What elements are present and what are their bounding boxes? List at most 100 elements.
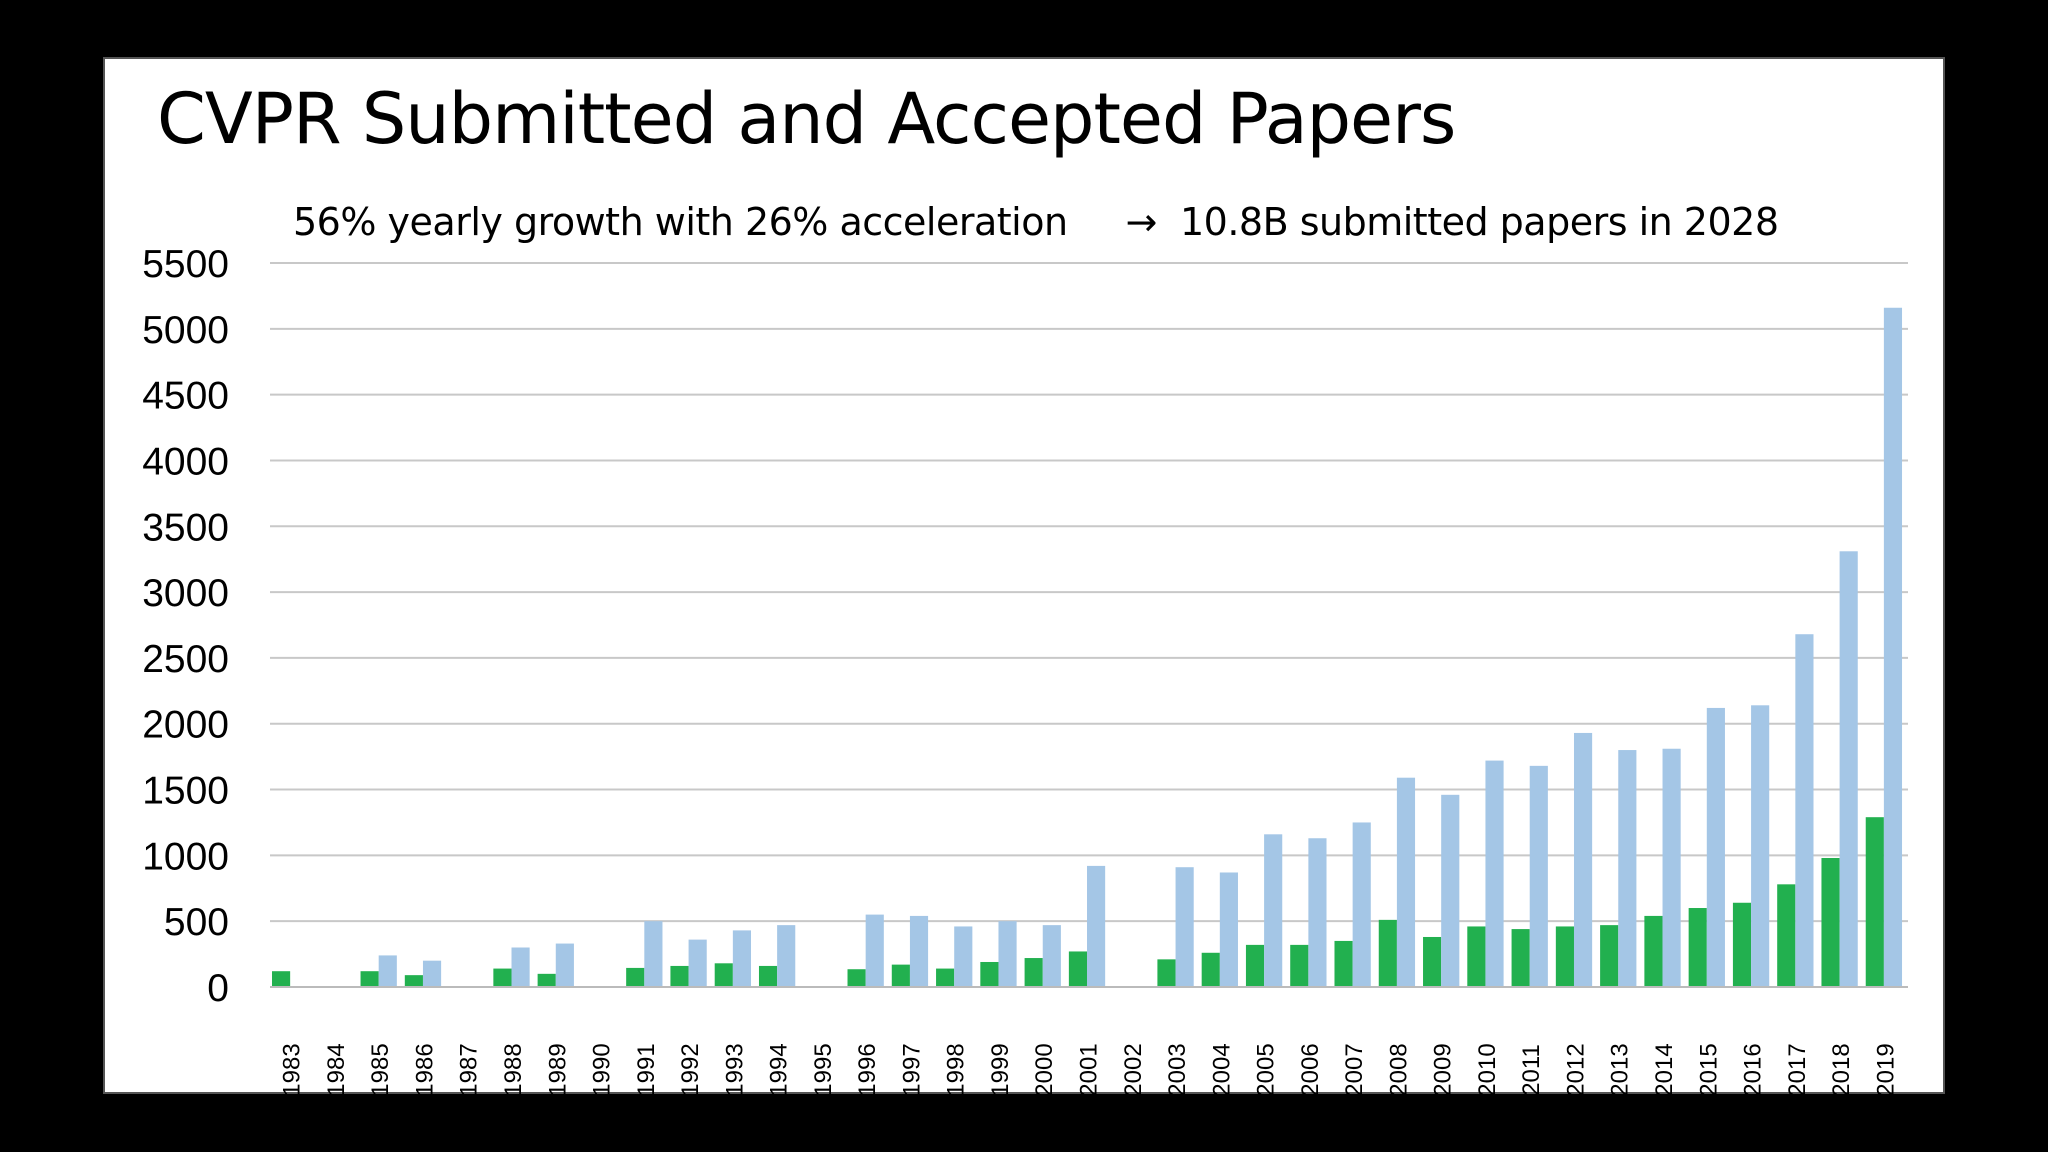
x-tick-label: 1998 — [943, 1043, 970, 1096]
x-tick-label: 2010 — [1474, 1043, 1501, 1096]
x-tick-label: 1985 — [367, 1043, 394, 1096]
accepted-bar — [714, 963, 733, 987]
x-tick-label: 1991 — [633, 1043, 660, 1096]
y-tick-label: 0 — [207, 967, 229, 1010]
accepted-bar — [1157, 959, 1176, 987]
submitted-bar — [732, 930, 752, 987]
x-tick-label: 2015 — [1695, 1043, 1722, 1096]
chart-title: CVPR Submitted and Accepted Papers — [157, 78, 1456, 160]
submitted-bar — [422, 960, 442, 987]
submitted-bar — [865, 914, 884, 987]
y-tick-label: 5000 — [142, 309, 229, 352]
x-tick-label: 2009 — [1430, 1043, 1457, 1096]
submitted-bar — [1662, 748, 1681, 987]
accepted-bar — [1068, 951, 1088, 987]
x-tick-label: 1988 — [500, 1043, 527, 1096]
accepted-bar — [1245, 944, 1265, 987]
accepted-bar — [1777, 884, 1796, 987]
accepted-bar — [1600, 925, 1619, 987]
x-tick-label: 2012 — [1562, 1043, 1589, 1096]
submitted-bar — [378, 955, 397, 987]
submitted-bar — [555, 943, 574, 987]
submitted-bar — [1751, 705, 1770, 987]
x-tick-label: 1996 — [854, 1043, 881, 1096]
y-tick-label: 4500 — [142, 375, 229, 418]
y-tick-label: 5500 — [142, 243, 229, 286]
x-tick-label: 2016 — [1740, 1043, 1767, 1096]
accepted-bar — [1290, 944, 1309, 987]
y-tick-label: 2500 — [142, 638, 229, 681]
submitted-bar — [1839, 551, 1858, 987]
submitted-bar — [777, 925, 796, 987]
accepted-bar — [1555, 926, 1574, 987]
y-axis-ticks: 0 500 1000 1500 2000 2500 3000 3500 4000 4500 5000… — [142, 243, 229, 1010]
y-tick-label: 2000 — [142, 704, 229, 747]
y-tick-label: 500 — [164, 901, 229, 944]
x-tick-label: 1995 — [810, 1043, 837, 1096]
submitted-bar — [909, 915, 929, 987]
submitted-bar — [1308, 838, 1327, 987]
accepted-bar — [670, 965, 689, 987]
accepted-bar — [493, 968, 512, 987]
x-tick-label: 2018 — [1828, 1043, 1855, 1096]
x-tick-label: 2017 — [1784, 1043, 1811, 1096]
accepted-bar — [1423, 936, 1442, 987]
submitted-bar — [1485, 760, 1504, 987]
submitted-bar — [1219, 872, 1238, 987]
accepted-bar — [758, 965, 778, 987]
accepted-bar — [272, 971, 291, 987]
x-tick-label: 2019 — [1872, 1043, 1899, 1096]
x-tick-label: 1983 — [279, 1043, 306, 1096]
gridlines — [270, 262, 1908, 923]
accepted-bar — [847, 969, 866, 987]
y-tick-label: 1000 — [142, 835, 229, 878]
x-tick-label: 2002 — [1120, 1043, 1147, 1096]
submitted-bar — [644, 921, 663, 987]
accepted-bar — [980, 961, 999, 987]
accepted-bar — [404, 975, 423, 987]
submitted-bar — [511, 947, 530, 987]
x-tick-label: 2004 — [1208, 1043, 1235, 1096]
x-tick-label: 1989 — [544, 1043, 571, 1096]
accepted-bar — [1467, 926, 1486, 987]
accepted-bar — [1201, 952, 1220, 987]
x-tick-label: 1984 — [323, 1043, 350, 1096]
x-tick-label: 1987 — [456, 1043, 483, 1096]
accepted-bar — [891, 964, 910, 987]
submitted-bar — [1264, 834, 1283, 987]
submitted-bar — [1573, 732, 1593, 987]
submitted-bar — [1883, 307, 1903, 988]
submitted-bar — [998, 921, 1017, 987]
accepted-bar — [1378, 919, 1397, 987]
submitted-bar — [1441, 794, 1460, 987]
accepted-bar — [1821, 857, 1840, 987]
accepted-bar — [1865, 817, 1884, 987]
x-tick-label: 1990 — [589, 1043, 616, 1096]
x-tick-label: 2003 — [1164, 1043, 1191, 1096]
submitted-bar — [1618, 750, 1637, 987]
x-axis-ticks: 1983 1984 1985 1986 1987 1988 1989 1990 1991 1992… — [279, 1043, 1900, 1096]
x-tick-label: 1986 — [411, 1043, 438, 1096]
submitted-bar — [1175, 867, 1194, 987]
y-tick-label: 1500 — [142, 770, 229, 813]
accepted-bar — [1732, 902, 1752, 987]
accepted-bar — [1688, 908, 1707, 987]
accepted-bar — [1024, 958, 1043, 987]
growth-annotation: 56% yearly growth with 26% acceleration … — [293, 200, 1779, 244]
y-tick-label: 4000 — [142, 440, 229, 483]
submitted-bar — [1529, 765, 1548, 987]
accepted-bar — [360, 971, 379, 987]
submitted-bar — [688, 939, 707, 987]
submitted-bar — [1396, 777, 1416, 987]
y-tick-label: 3500 — [142, 506, 229, 549]
submitted-bar — [954, 926, 973, 987]
x-tick-label: 2011 — [1518, 1044, 1545, 1096]
accepted-bar — [626, 967, 645, 987]
x-tick-label: 2006 — [1297, 1043, 1324, 1096]
x-tick-label: 2008 — [1385, 1043, 1412, 1096]
x-tick-label: 1997 — [898, 1043, 925, 1096]
bars — [272, 307, 1903, 988]
accepted-bar — [537, 973, 556, 987]
accepted-bar — [1644, 915, 1663, 987]
